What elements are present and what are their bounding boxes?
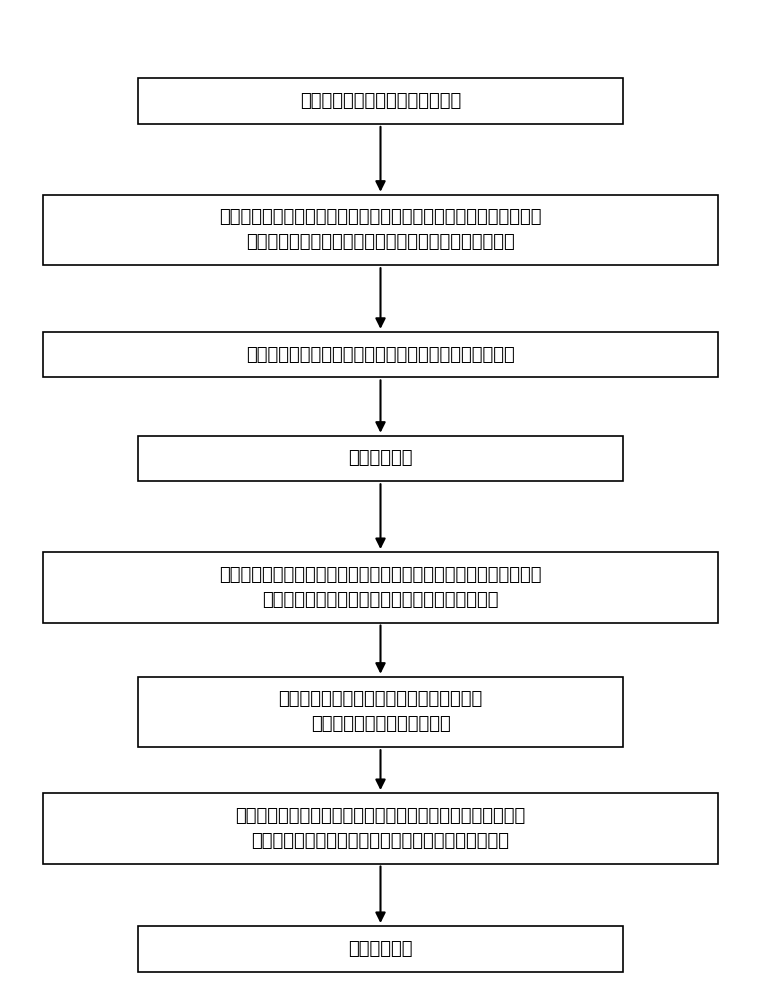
FancyBboxPatch shape — [43, 332, 718, 377]
FancyBboxPatch shape — [138, 436, 623, 481]
Text: 烘烤试样表面: 烘烤试样表面 — [349, 449, 412, 467]
FancyBboxPatch shape — [43, 793, 718, 864]
FancyBboxPatch shape — [138, 78, 623, 124]
Text: 改变不同的工艺参数（粉末与环氧固化剂的
配比、离心时间、甩胶速度）: 改变不同的工艺参数（粉末与环氧固化剂的 配比、离心时间、甩胶速度） — [279, 690, 482, 733]
FancyBboxPatch shape — [43, 552, 718, 623]
Text: 根据测试区域大小和粉末颗粒大小与放大倍数的对应关系选择粉末颗
粒的大小，粉末与环氧固化剂混合液放入离心机去除气泡: 根据测试区域大小和粉末颗粒大小与放大倍数的对应关系选择粉末颗 粒的大小，粉末与环… — [219, 208, 542, 251]
Text: 散斑制作完成: 散斑制作完成 — [349, 940, 412, 958]
Text: 根据试样基体颜色来选定粉末颜色: 根据试样基体颜色来选定粉末颜色 — [300, 92, 461, 110]
Text: 抛光试样表面，利用甩胶机将混合液均匀涂覆在试样表面: 抛光试样表面，利用甩胶机将混合液均匀涂覆在试样表面 — [246, 346, 515, 364]
FancyBboxPatch shape — [138, 926, 623, 972]
FancyBboxPatch shape — [43, 195, 718, 265]
FancyBboxPatch shape — [138, 677, 623, 747]
Text: 设定显微镜放大倍数，将表面做有散斑的试样放到显微镜下得到表面
散斑图，通过平均梯度平方和原理对散斑进行评价: 设定显微镜放大倍数，将表面做有散斑的试样放到显微镜下得到表面 散斑图，通过平均梯… — [219, 566, 542, 609]
Text: 通过平均梯度平方和得出最优散斑制作参数，将平均灰度梯度
平方和最大值的表面散斑图作为所制作的微米尺度散斑: 通过平均梯度平方和得出最优散斑制作参数，将平均灰度梯度 平方和最大值的表面散斑图… — [235, 807, 526, 850]
